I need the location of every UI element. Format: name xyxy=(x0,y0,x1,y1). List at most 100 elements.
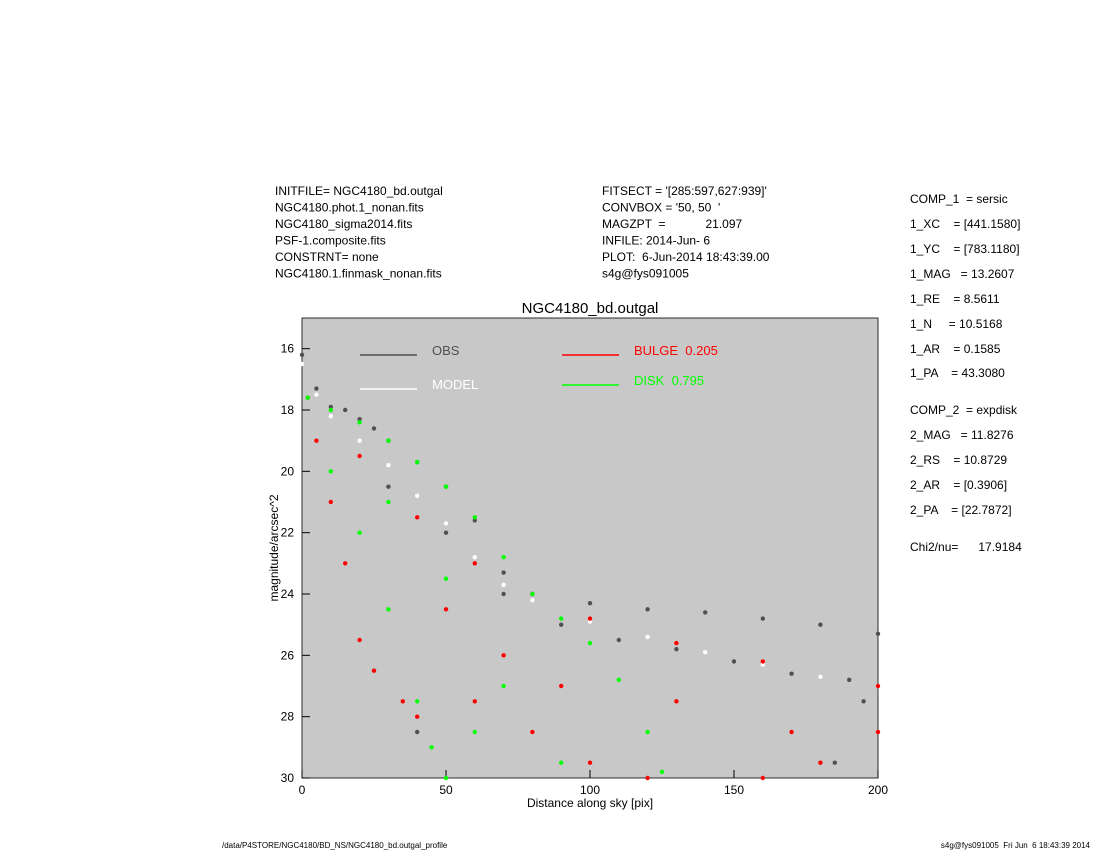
fit-parameter: 1_YC = [783.1180] xyxy=(910,242,1020,256)
x-tick-label: 50 xyxy=(439,783,453,797)
data-point xyxy=(415,699,420,704)
header-left-line: NGC4180_sigma2014.fits xyxy=(275,217,412,231)
data-point xyxy=(760,662,765,667)
plot-area xyxy=(301,317,879,779)
data-point xyxy=(472,561,477,566)
data-point xyxy=(314,392,319,397)
data-point xyxy=(472,515,477,520)
data-point xyxy=(559,683,564,689)
data-point xyxy=(328,469,333,474)
y-tick-label: 22 xyxy=(281,526,295,540)
data-point xyxy=(875,683,881,689)
header-left-line: PSF-1.composite.fits xyxy=(275,234,386,248)
data-point xyxy=(559,760,564,765)
data-point xyxy=(645,729,650,735)
data-point xyxy=(530,597,535,603)
data-point xyxy=(559,622,564,627)
data-point xyxy=(501,683,506,689)
legend-label: OBS xyxy=(432,343,460,358)
legend-label: BULGE 0.205 xyxy=(634,343,718,358)
data-point xyxy=(501,591,506,597)
data-point xyxy=(760,616,765,621)
fit-parameter: 1_XC = [441.1580] xyxy=(910,217,1020,231)
data-point xyxy=(645,634,650,640)
data-point xyxy=(703,650,708,655)
data-point xyxy=(530,729,535,735)
data-point xyxy=(386,484,391,489)
fit-parameter: 2_MAG = 11.8276 xyxy=(910,428,1014,442)
data-point xyxy=(371,668,377,673)
data-point xyxy=(415,515,420,520)
x-tick-label: 0 xyxy=(299,783,306,797)
data-point xyxy=(587,760,593,765)
data-point xyxy=(818,674,823,679)
y-axis-label: magnitude/arcsec^2 xyxy=(267,494,281,601)
data-point xyxy=(328,404,333,410)
data-point xyxy=(530,591,535,597)
data-point xyxy=(616,637,621,643)
header-left-line: NGC4180.phot.1_nonan.fits xyxy=(275,201,424,215)
data-point xyxy=(386,499,391,505)
header-middle-line: INFILE: 2014-Jun- 6 xyxy=(602,234,710,248)
data-point xyxy=(659,769,665,775)
data-point xyxy=(674,640,679,646)
y-tick-label: 16 xyxy=(281,342,295,356)
fit-parameter: Chi2/nu= 17.9184 xyxy=(910,540,1022,554)
legend-label: DISK 0.795 xyxy=(634,373,704,388)
data-point xyxy=(674,699,679,704)
x-tick-label: 100 xyxy=(580,783,600,797)
data-point xyxy=(328,499,333,505)
data-point xyxy=(443,530,449,535)
data-point xyxy=(429,745,434,750)
data-point xyxy=(789,671,794,676)
data-point xyxy=(501,653,506,658)
legend-label: MODEL xyxy=(432,377,478,392)
chart-title: NGC4180_bd.outgal xyxy=(522,300,659,317)
data-point xyxy=(760,775,765,781)
header-left-line: INITFILE= NGC4180_bd.outgal xyxy=(275,184,443,198)
data-point xyxy=(299,352,305,357)
data-point xyxy=(847,677,852,683)
data-point xyxy=(861,699,866,704)
data-point xyxy=(587,601,593,606)
fit-parameter: COMP_1 = sersic xyxy=(910,192,1008,206)
data-point xyxy=(443,576,449,581)
data-point xyxy=(501,555,506,560)
data-point xyxy=(443,521,449,526)
y-tick-label: 30 xyxy=(281,771,295,785)
data-point xyxy=(587,640,593,646)
data-point xyxy=(645,607,650,612)
data-point xyxy=(386,438,391,443)
data-point xyxy=(357,438,362,443)
y-tick-label: 24 xyxy=(281,587,295,601)
data-point xyxy=(472,699,477,704)
data-point xyxy=(314,386,319,391)
data-point xyxy=(443,607,449,612)
data-point xyxy=(343,407,348,413)
data-point xyxy=(616,677,621,683)
fit-parameter: 1_AR = 0.1585 xyxy=(910,342,1001,356)
data-point xyxy=(731,659,737,664)
data-point xyxy=(472,555,477,560)
header-middle-line: MAGZPT = 21.097 xyxy=(602,217,742,231)
header-middle-line: s4g@fys091005 xyxy=(602,267,689,281)
header-middle-line: PLOT: 6-Jun-2014 18:43:39.00 xyxy=(602,250,770,264)
data-point xyxy=(443,775,449,781)
fit-parameter: 1_PA = 43.3080 xyxy=(910,366,1005,380)
data-point xyxy=(314,438,319,443)
data-point xyxy=(343,561,348,566)
data-point xyxy=(415,714,420,719)
header-middle-line: CONVBOX = '50, 50 ' xyxy=(602,201,720,215)
data-point xyxy=(674,647,679,652)
y-tick-label: 28 xyxy=(281,710,295,724)
fit-parameter: 1_N = 10.5168 xyxy=(910,317,1003,331)
data-point xyxy=(472,729,477,735)
data-point xyxy=(415,493,420,499)
data-point xyxy=(559,616,564,621)
x-tick-label: 150 xyxy=(724,783,744,797)
data-point xyxy=(357,453,362,459)
fit-parameter: 1_RE = 8.5611 xyxy=(910,292,1000,306)
data-point xyxy=(875,631,881,637)
data-point xyxy=(400,699,405,704)
